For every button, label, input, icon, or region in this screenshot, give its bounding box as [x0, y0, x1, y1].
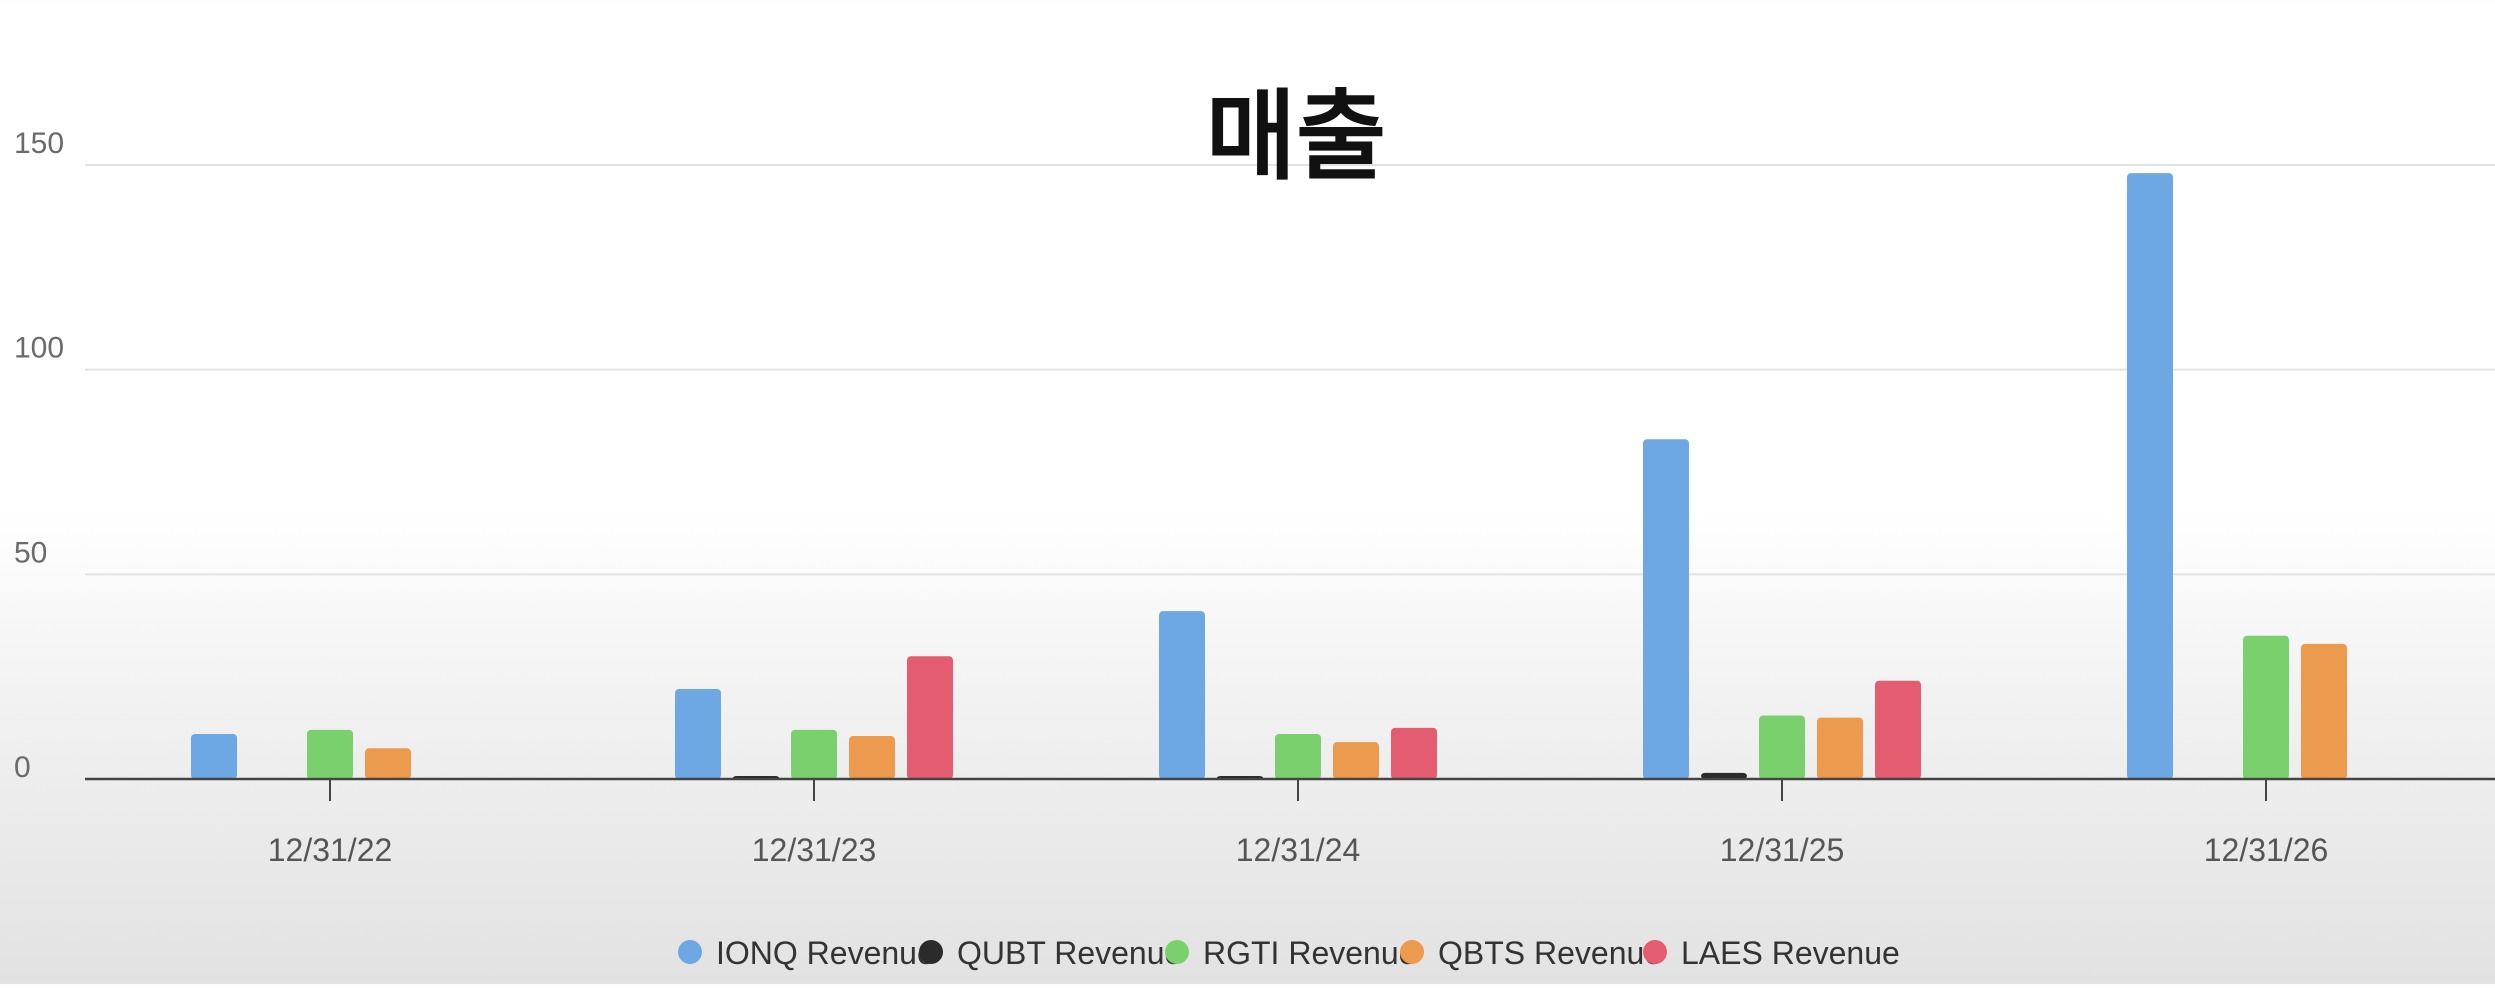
legend-item[interactable]: RGTI Revenue — [1165, 935, 1416, 971]
bar-laes-revenue — [1391, 727, 1437, 779]
legend-label: IONQ Revenue — [716, 935, 935, 971]
chart-title: 매출 — [1206, 80, 1386, 194]
legend-item[interactable]: QBTS Revenue — [1400, 935, 1662, 971]
x-tick-label: 12/31/26 — [2204, 832, 2329, 868]
y-tick-label: 50 — [14, 536, 47, 569]
x-tick-label: 12/31/24 — [1236, 832, 1361, 868]
bar-laes-revenue — [1875, 680, 1921, 779]
y-axis-ticks: 0 50 100 150 — [14, 127, 64, 784]
legend-swatch — [678, 940, 702, 964]
legend-swatch — [919, 940, 943, 964]
legend-label: QUBT Revenue — [957, 935, 1182, 971]
y-tick-label: 0 — [14, 751, 31, 784]
legend-item[interactable]: LAES Revenue — [1643, 935, 1900, 971]
y-tick-label: 100 — [14, 332, 64, 365]
bar-rgti-revenue — [2243, 635, 2289, 779]
bar-qbts-revenue — [365, 748, 411, 779]
x-tick-label: 12/31/25 — [1720, 832, 1845, 868]
bar-rgti-revenue — [1759, 715, 1805, 779]
legend-label: RGTI Revenue — [1203, 935, 1416, 971]
legend-swatch — [1165, 940, 1189, 964]
legend[interactable]: IONQ Revenue QUBT Revenue RGTI Revenue QBTS… — [678, 935, 1900, 971]
bar-ionq-revenue — [1159, 611, 1205, 779]
bar-rgti-revenue — [307, 729, 353, 779]
x-tick-label: 12/31/23 — [752, 832, 877, 868]
legend-swatch — [1400, 940, 1424, 964]
bars — [191, 173, 2347, 780]
legend-swatch — [1643, 940, 1667, 964]
legend-label: LAES Revenue — [1681, 935, 1900, 971]
y-tick-label: 150 — [14, 127, 64, 160]
x-axis-ticks: 12/31/22 12/31/23 12/31/24 12/31/25 12/31/26 — [268, 779, 2329, 868]
bar-qbts-revenue — [1333, 742, 1379, 779]
x-tick-label: 12/31/22 — [268, 832, 393, 868]
bar-ionq-revenue — [191, 733, 237, 779]
bar-qbts-revenue — [2301, 643, 2347, 779]
bar-qbts-revenue — [849, 736, 895, 779]
bar-ionq-revenue — [675, 688, 721, 779]
bar-laes-revenue — [907, 656, 953, 779]
bar-qubt-revenue — [1701, 772, 1747, 779]
bar-rgti-revenue — [1275, 733, 1321, 779]
legend-label: QBTS Revenue — [1438, 935, 1662, 971]
legend-item[interactable]: IONQ Revenue — [678, 935, 935, 971]
bar-ionq-revenue — [2127, 173, 2173, 780]
bar-ionq-revenue — [1643, 439, 1689, 779]
legend-item[interactable]: QUBT Revenue — [919, 935, 1182, 971]
gridlines — [85, 164, 2495, 576]
bar-qbts-revenue — [1817, 717, 1863, 779]
bar-rgti-revenue — [791, 729, 837, 779]
